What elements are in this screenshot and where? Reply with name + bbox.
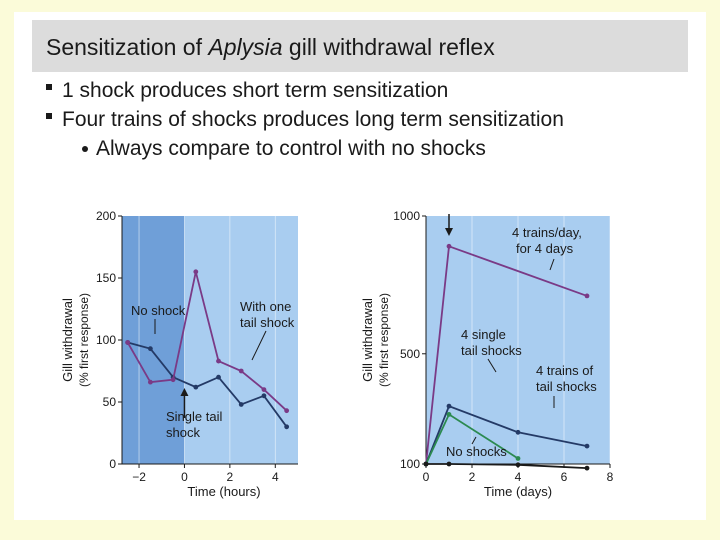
annotation-for-4-days: for 4 days xyxy=(516,241,574,256)
tick-labels: −2 0 2 4 0 50 100 150 200 xyxy=(96,209,279,484)
x-tick-label: 0 xyxy=(423,470,430,484)
up-arrow-icon xyxy=(180,388,189,418)
annotation-no-shock: No shock xyxy=(131,303,186,318)
series-line xyxy=(126,271,288,412)
data-point xyxy=(515,429,521,435)
data-series xyxy=(125,269,290,430)
data-point xyxy=(515,456,521,461)
vertical-gridlines xyxy=(138,216,276,464)
data-point xyxy=(584,465,590,471)
title-text-start: Sensitization of xyxy=(46,34,209,60)
annotation-tail-shocks-trains: tail shocks xyxy=(536,379,597,394)
data-point xyxy=(446,403,452,409)
annotation-with-one: With one xyxy=(240,299,291,314)
data-point xyxy=(238,402,244,407)
x-axis-label: Time (days) xyxy=(484,484,552,499)
down-arrow-icon xyxy=(445,214,453,236)
annotation-tail-shocks-single: tail shocks xyxy=(461,343,522,358)
annotation-no-shocks: No shocks xyxy=(446,444,507,459)
title-species: Aplysia xyxy=(208,34,283,60)
data-point xyxy=(193,269,199,275)
data-point xyxy=(446,412,452,417)
annotation-tail-shock: tail shock xyxy=(240,315,295,330)
x-tick-label: 2 xyxy=(469,470,476,484)
title-bar: Sensitization of Aplysia gill withdrawal… xyxy=(32,20,688,72)
leader-4-single xyxy=(487,358,497,373)
y-tick-label: 1000 xyxy=(393,209,420,223)
data-point xyxy=(147,379,153,385)
series-line xyxy=(127,341,288,428)
series-line xyxy=(425,404,588,465)
y-tick-label: 200 xyxy=(96,209,116,223)
y-tick-label: 100 xyxy=(400,457,420,471)
data-point xyxy=(446,243,452,249)
annotation-single-tail: Single tail xyxy=(166,409,222,424)
annotation-4-single: 4 single xyxy=(461,327,506,342)
annotation-shock: shock xyxy=(166,425,200,440)
plot-panel-shaded xyxy=(122,216,185,464)
data-point xyxy=(284,408,290,414)
data-point xyxy=(423,461,429,467)
data-point xyxy=(216,358,221,364)
x-tick-label: −2 xyxy=(132,470,146,484)
x-tick-label: 6 xyxy=(561,470,568,484)
leader-4-trains-day xyxy=(549,258,555,271)
arrow-head xyxy=(445,228,453,236)
axes xyxy=(118,215,298,468)
annotation-4-trains-day: 4 trains/day, xyxy=(512,225,582,240)
bullet-item: 1 shock produces short term sensitizatio… xyxy=(44,76,684,105)
slide-title: Sensitization of Aplysia gill withdrawal… xyxy=(46,34,495,61)
data-point xyxy=(125,340,131,345)
data-point xyxy=(261,387,267,392)
data-point xyxy=(147,346,153,352)
data-point xyxy=(170,377,176,383)
y-tick-label: 100 xyxy=(96,333,116,347)
y-tick-label: 0 xyxy=(109,457,116,471)
x-tick-label: 4 xyxy=(272,470,279,484)
data-point xyxy=(515,462,521,468)
y-tick-label: 50 xyxy=(103,395,117,409)
leader-tail-shock xyxy=(251,330,267,361)
x-tick-label: 4 xyxy=(515,470,522,484)
data-point xyxy=(261,393,267,399)
y-axis-label: Gill withdrawal xyxy=(60,298,75,382)
data-series xyxy=(423,243,590,471)
data-point xyxy=(446,461,452,467)
annotation-4-trains-of: 4 trains of xyxy=(536,363,593,378)
bullet-item: Four trains of shocks produces long term… xyxy=(44,105,684,134)
series-line xyxy=(426,463,588,470)
data-point xyxy=(193,384,199,390)
data-point xyxy=(584,293,590,299)
chart-short-term: −2 0 2 4 0 50 100 150 200 Time (hours) Gill with… xyxy=(60,209,298,499)
data-point xyxy=(284,424,290,430)
x-tick-label: 0 xyxy=(181,470,188,484)
bullet-list: 1 shock produces short term sensitizatio… xyxy=(44,76,684,163)
data-point xyxy=(216,374,221,380)
data-point xyxy=(238,368,244,374)
arrow-head xyxy=(180,388,189,396)
y-axis-label-units: (% first response) xyxy=(377,293,391,387)
x-axis-label: Time (hours) xyxy=(187,484,260,499)
leader-no-shocks xyxy=(471,436,477,445)
y-tick-label: 500 xyxy=(400,347,420,361)
x-tick-label: 8 xyxy=(607,470,614,484)
y-tick-label: 150 xyxy=(96,271,116,285)
tick-labels: 0 2 4 6 8 100 500 1000 xyxy=(393,209,613,484)
y-axis-label: Gill withdrawal xyxy=(360,298,375,382)
y-axis-label-units: (% first response) xyxy=(77,293,91,387)
chart-long-term: 0 2 4 6 8 100 500 1000 Time (days) Gill withdra… xyxy=(360,209,614,499)
x-tick-label: 2 xyxy=(227,470,234,484)
title-text-end: gill withdrawal reflex xyxy=(282,34,495,60)
sub-bullet-item: Always compare to control with no shocks xyxy=(44,134,684,163)
data-point xyxy=(584,443,590,449)
